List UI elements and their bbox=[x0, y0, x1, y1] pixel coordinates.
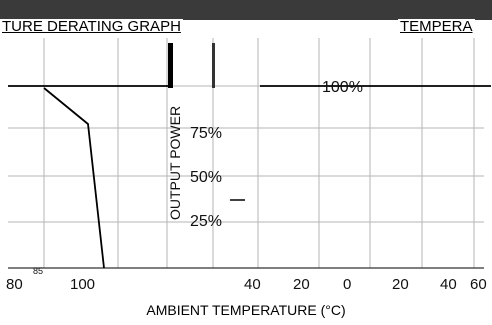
chart-title-right: TEMPERA bbox=[398, 18, 475, 35]
x-tick-label: 0 bbox=[343, 276, 351, 293]
x-tick-label: 100 bbox=[70, 276, 95, 293]
y-tick-label: 100% bbox=[322, 79, 363, 96]
artifact-bar bbox=[168, 43, 173, 88]
artifact-bar bbox=[212, 43, 215, 88]
x-tick-label: 40 bbox=[244, 276, 261, 293]
x-tick-label: 40 bbox=[440, 276, 457, 293]
header-bar bbox=[0, 0, 492, 20]
y-tick-label: 25% bbox=[190, 213, 222, 230]
y-tick-label: 50% bbox=[190, 169, 222, 186]
derating-curve bbox=[43, 87, 105, 269]
chart-title-left: TURE DERATING GRAPH bbox=[0, 18, 183, 35]
x-tick-label: 20 bbox=[392, 276, 409, 293]
chart-labels: 100% 75% 50% 25% OUTPUT POWER 80 100 40 20 0 20 40 6… bbox=[6, 79, 487, 293]
y-axis-label: OUTPUT POWER bbox=[167, 106, 183, 220]
x-tick-label: 20 bbox=[293, 276, 310, 293]
grid-lines bbox=[8, 38, 484, 269]
x-tick-label: 80 bbox=[6, 276, 23, 293]
y-tick-label: 75% bbox=[190, 125, 222, 142]
x-tick-label: 60 bbox=[470, 276, 487, 293]
annotation-85: 85 bbox=[33, 266, 43, 276]
chart-marks bbox=[8, 43, 491, 269]
x-axis-label: AMBIENT TEMPERATURE (°C) bbox=[146, 302, 346, 318]
